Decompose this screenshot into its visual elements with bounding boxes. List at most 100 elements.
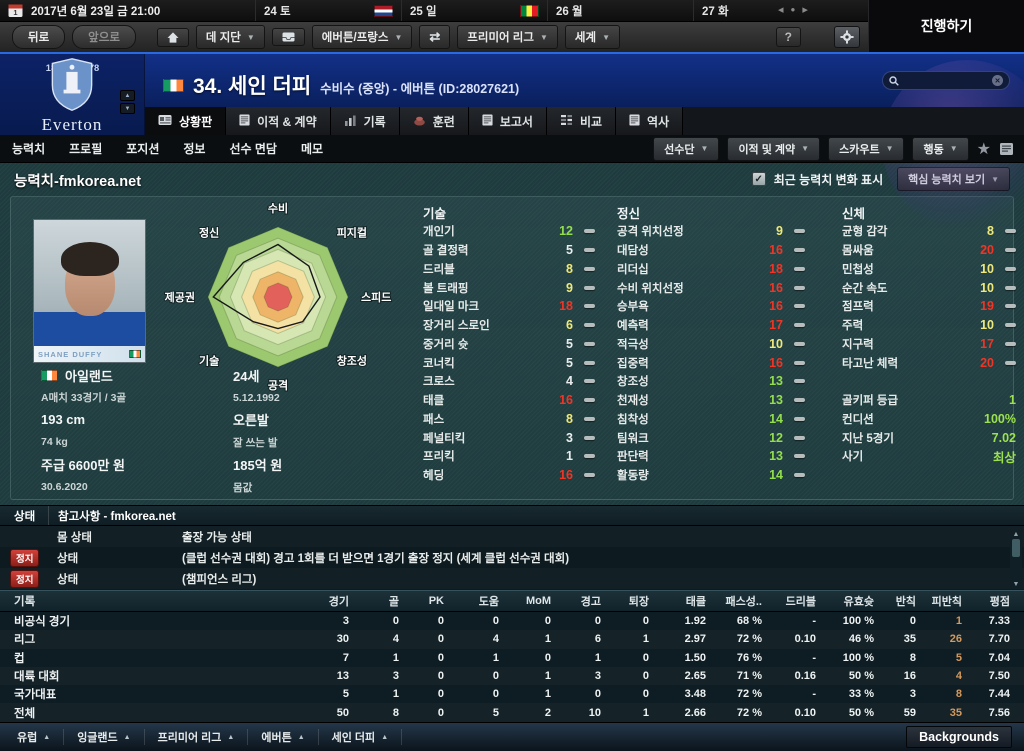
stats-col-header[interactable]: 태클 bbox=[685, 596, 706, 608]
tab-상황판[interactable]: 상황판 bbox=[145, 107, 227, 135]
stats-cell: 50 bbox=[336, 706, 349, 719]
stats-cell: 7.44 bbox=[988, 688, 1010, 701]
recent-change-checkbox[interactable]: ✓ bbox=[751, 172, 766, 186]
stats-cell: 0.16 bbox=[794, 670, 816, 683]
spinner-down-icon[interactable]: ▼ bbox=[120, 103, 135, 114]
stats-col-header[interactable]: 드리블 bbox=[785, 596, 816, 608]
stats-col-header[interactable]: 경고 bbox=[580, 596, 601, 608]
attribute-label: 골 결정력 bbox=[423, 245, 469, 258]
no-change-dash-icon bbox=[794, 454, 805, 459]
settings-button[interactable] bbox=[834, 26, 860, 48]
attribute-change-cell bbox=[994, 341, 1016, 346]
attribute-label: 대담성 bbox=[617, 245, 649, 258]
extra-stat-row: 컨디션 100% bbox=[842, 410, 1016, 429]
stats-col-header[interactable]: 반칙 bbox=[895, 596, 916, 608]
attribute-label: 민첩성 bbox=[842, 263, 874, 276]
attribute-change-cell bbox=[573, 285, 595, 290]
subtab-선수 면담[interactable]: 선수 면담 bbox=[229, 142, 277, 156]
tab-비교[interactable]: 비교 bbox=[546, 107, 617, 135]
backgrounds-button[interactable]: Backgrounds bbox=[906, 726, 1012, 748]
breadcrumb-item-유럽[interactable]: 유럽 ▲ bbox=[4, 729, 65, 745]
stats-cell: 0 bbox=[594, 688, 601, 701]
manager-nav-button[interactable]: 데 지단 ▼ bbox=[195, 25, 265, 49]
subtab-메모[interactable]: 메모 bbox=[300, 142, 324, 156]
back-button[interactable]: 뒤로 bbox=[12, 25, 66, 49]
svg-text:18: 18 bbox=[46, 63, 56, 73]
attribute-value: 9 bbox=[776, 224, 783, 239]
attribute-row: 창조성 13 bbox=[617, 372, 805, 391]
extra-stat-value: 최상 bbox=[992, 450, 1016, 465]
stats-row-name: 리그 bbox=[14, 634, 36, 647]
subtab-포지션[interactable]: 포지션 bbox=[126, 142, 160, 156]
action-button-선수단[interactable]: 선수단 ▼ bbox=[653, 136, 720, 161]
stats-col-header[interactable]: 유효슛 bbox=[843, 596, 874, 608]
ireland-flag-icon bbox=[129, 350, 141, 358]
stats-col-header[interactable]: PK bbox=[428, 595, 444, 607]
subtab-정보[interactable]: 정보 bbox=[183, 142, 206, 156]
breadcrumb-item-잉글랜드[interactable]: 잉글랜드 ▲ bbox=[64, 729, 145, 745]
scroll-up-icon[interactable]: ▲ bbox=[1012, 531, 1020, 538]
stats-col-header[interactable]: 피반칙 bbox=[931, 596, 962, 608]
bio-row: 5.12.1992 bbox=[233, 386, 415, 408]
stats-col-header[interactable]: 도움 bbox=[478, 596, 499, 608]
league-nav-button[interactable]: 프리미어 리그 ▼ bbox=[457, 25, 558, 49]
attribute-label: 타고난 체력 bbox=[842, 357, 899, 370]
world-nav-button[interactable]: 세계 ▼ bbox=[564, 25, 620, 49]
status-header: 상태 참고사항 - fmkorea.net bbox=[0, 506, 1024, 526]
spinner-up-icon[interactable]: ▲ bbox=[120, 90, 135, 101]
home-button[interactable] bbox=[156, 27, 189, 47]
inbox-button[interactable] bbox=[271, 28, 305, 46]
favorite-star-icon[interactable]: ★ bbox=[976, 140, 991, 158]
stats-col-header[interactable]: 경기 bbox=[328, 596, 349, 608]
club-nav-button[interactable]: 에버튼/프랑스 ▼ bbox=[311, 25, 413, 49]
scroll-down-icon[interactable]: ▼ bbox=[1012, 581, 1020, 588]
breadcrumb-item-프리미어 리그[interactable]: 프리미어 리그 ▲ bbox=[145, 729, 249, 745]
attribute-change-cell bbox=[573, 360, 595, 365]
stats-col-header[interactable]: 기록 bbox=[14, 596, 36, 608]
tab-이적 & 계약[interactable]: 이적 & 계약 bbox=[226, 107, 331, 135]
no-change-dash-icon bbox=[794, 266, 805, 271]
stats-col-header[interactable]: 패스성.. bbox=[725, 596, 762, 608]
scrollbar-thumb[interactable] bbox=[1012, 539, 1020, 557]
action-button-스카우트[interactable]: 스카우트 ▼ bbox=[828, 136, 905, 161]
stats-cell: 0 bbox=[392, 615, 399, 628]
sub-tab-bar: 능력치 프로필 포지션 정보 선수 면담 메모 선수단 ▼ 이적 및 계약 ▼ 스카우트 ▼ 행동 ▼ … bbox=[0, 135, 1024, 163]
swap-button[interactable]: ⇄ bbox=[419, 25, 451, 49]
stats-col-header[interactable]: 골 bbox=[388, 596, 399, 608]
subtab-프로필[interactable]: 프로필 bbox=[69, 142, 103, 156]
stats-col-header[interactable]: 평점 bbox=[989, 596, 1010, 608]
search-input[interactable] bbox=[904, 74, 987, 87]
stats-cell: 4 bbox=[492, 633, 499, 646]
action-button-행동[interactable]: 행동 ▼ bbox=[912, 136, 969, 161]
stats-cell: 0 bbox=[909, 615, 916, 628]
tab-기록[interactable]: 기록 bbox=[330, 107, 400, 135]
attribute-row: 코너킥 5 bbox=[423, 353, 595, 372]
calendar-next-icon[interactable]: ▸ bbox=[802, 4, 808, 16]
action-button-이적 및 계약[interactable]: 이적 및 계약 ▼ bbox=[727, 136, 821, 161]
tab-역사[interactable]: 역사 bbox=[616, 107, 684, 135]
notes-icon[interactable] bbox=[999, 142, 1014, 156]
status-scrollbar[interactable]: ▲ ▼ bbox=[1010, 530, 1022, 589]
help-button[interactable]: ? bbox=[775, 27, 801, 47]
suspension-badge: 정지 bbox=[10, 548, 40, 567]
stats-col-header[interactable]: 퇴장 bbox=[628, 596, 649, 608]
calendar-prev-icon[interactable]: ◂ bbox=[778, 4, 784, 16]
tab-훈련[interactable]: 훈련 bbox=[399, 107, 469, 135]
subtab-능력치[interactable]: 능력치 bbox=[12, 142, 46, 156]
continue-button[interactable]: 진행하기 bbox=[868, 0, 1024, 52]
no-change-dash-icon bbox=[584, 285, 595, 290]
forward-button[interactable]: 앞으로 bbox=[72, 25, 136, 49]
stats-col-header[interactable]: MoM bbox=[525, 595, 551, 607]
key-attributes-dropdown[interactable]: 핵심 능력치 보기 ▼ bbox=[897, 167, 1010, 191]
breadcrumb-item-에버튼[interactable]: 에버튼 ▲ bbox=[248, 729, 319, 745]
attribute-row: 활동량 14 bbox=[617, 466, 805, 485]
calendar-dot-icon[interactable]: ● bbox=[790, 5, 796, 14]
attribute-change-cell bbox=[783, 323, 805, 328]
radar-axis-label: 기술 bbox=[199, 354, 219, 368]
attribute-change-cell bbox=[994, 323, 1016, 328]
tab-보고서[interactable]: 보고서 bbox=[468, 107, 547, 135]
breadcrumb-item-세인 더피[interactable]: 세인 더피 ▲ bbox=[319, 729, 403, 745]
clear-search-icon[interactable]: ✕ bbox=[992, 75, 1003, 86]
calendar-day-label: 26 월 bbox=[556, 5, 583, 18]
extra-stat-row: 골키퍼 등급 1 bbox=[842, 391, 1016, 410]
